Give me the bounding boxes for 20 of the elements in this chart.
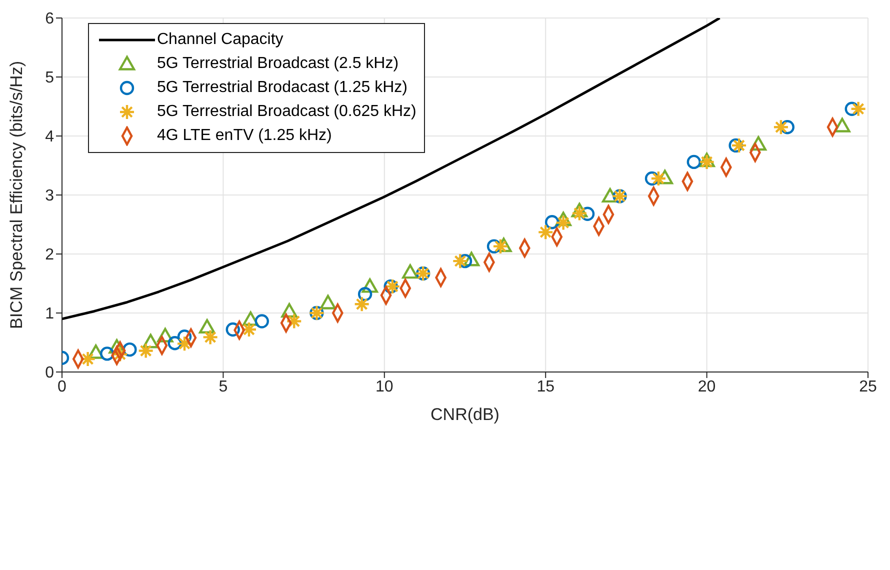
x-tick-label: 10 [376,378,394,396]
x-tick-label: 25 [859,378,877,396]
x-tick-label: 5 [218,378,228,396]
y-tick-label: 5 [45,70,54,87]
y-axis-title: BICM Spectral Efficiency (bits/s/Hz) [7,61,26,329]
legend-label: 4G LTE enTV (1.25 kHz) [157,127,332,145]
legend-label: Channel Capacity [157,31,284,49]
x-tick-label: 15 [536,378,555,396]
y-tick-label: 2 [45,246,54,264]
y-tick-label: 1 [45,306,54,323]
legend-label: 5G Terrestrial Broadcast (2.5 kHz) [157,55,399,73]
x-tick-label: 20 [698,378,716,396]
y-tick-label: 3 [45,188,54,205]
x-axis-title: CNR(dB) [430,405,500,424]
legend-label: 5G Terrestrial Brodacast (1.25 kHz) [157,79,408,97]
y-tick-label: 4 [45,128,54,146]
legend-label: 5G Terrestrial Broadcast (0.625 kHz) [157,103,416,121]
y-tick-label: 6 [45,10,54,28]
y-tick-label: 0 [45,364,54,382]
x-tick-label: 0 [58,378,67,396]
